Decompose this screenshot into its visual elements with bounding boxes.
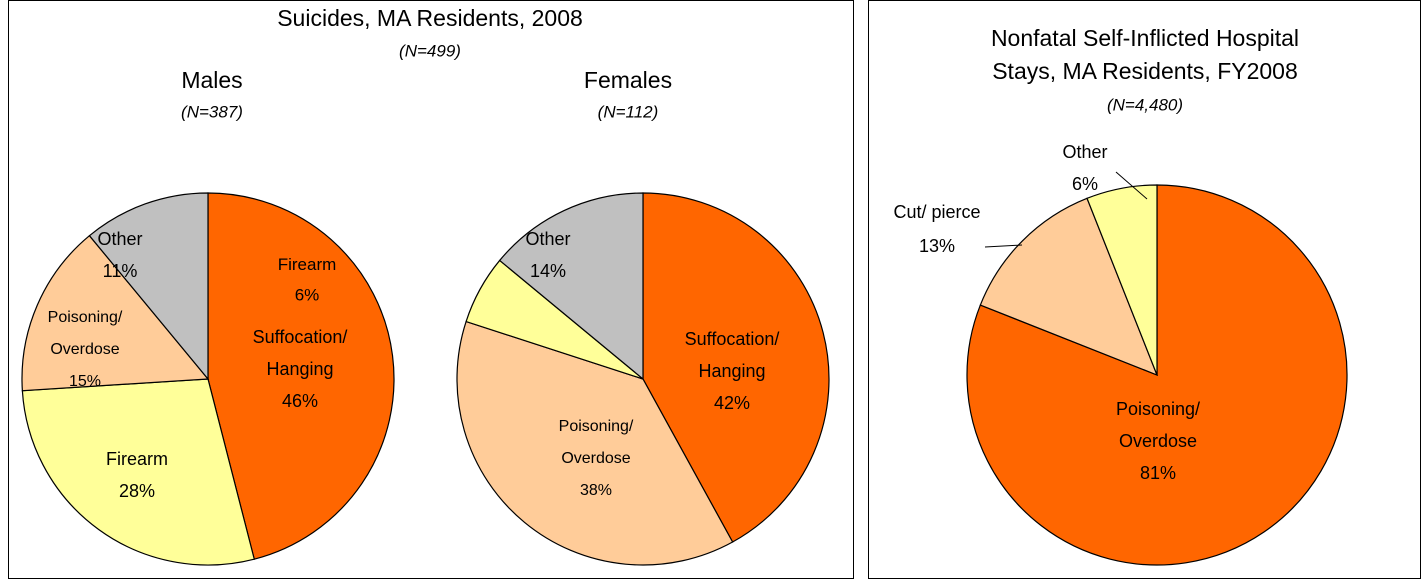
chart-title: Nonfatal Self-Inflicted Hospital Stays, M…: [991, 25, 1299, 84]
slice-label-line: Poisoning/: [559, 418, 634, 435]
chart-subtitle: (N=112): [598, 102, 659, 121]
slice-label-line: Hanging: [266, 359, 333, 379]
chart-title: Males: [181, 67, 242, 93]
slice-label: Poisoning/Overdose: [559, 418, 634, 467]
slice-value-label: 42%: [714, 393, 750, 413]
chart-title: Females: [584, 67, 672, 93]
chart-title-line: Females: [584, 67, 672, 93]
slice-label: Suffocation/Hanging: [685, 329, 780, 381]
slice-label-line: Overdose: [1119, 431, 1197, 451]
slice-label: Firearm: [106, 449, 168, 469]
slice-label: Other: [97, 229, 142, 249]
slice-label: Other: [1062, 142, 1107, 162]
slice-label-line: Poisoning/: [1116, 399, 1200, 419]
slice-label: Cut/ pierce: [893, 202, 980, 222]
slice-label-line: Firearm: [278, 255, 337, 274]
slice-label-line: Overdose: [50, 341, 119, 358]
pie-slice: [1086, 184, 1158, 376]
pie-slice: [88, 192, 209, 381]
slice-label-line: Firearm: [106, 449, 168, 469]
slice-label: Poisoning/Overdose: [48, 309, 123, 358]
leader-line: [984, 244, 1023, 248]
chart-title-line: Nonfatal Self-Inflicted Hospital: [991, 25, 1299, 51]
slice-value-label: 46%: [282, 391, 318, 411]
slice-value-label: 13%: [919, 236, 955, 256]
chart-subtitle: (N=4,480): [1107, 95, 1183, 114]
slice-label-line: Other: [97, 229, 142, 249]
slice-value-label: 81%: [1140, 463, 1176, 483]
panel-subtitle: (N=499): [399, 41, 461, 60]
slice-label-line: Other: [525, 229, 570, 249]
slice-label-line: Suffocation/: [253, 327, 348, 347]
panel-title: Suicides, MA Residents, 2008: [277, 5, 583, 31]
slice-value-label: 38%: [580, 482, 612, 499]
slice-label-line: Suffocation/: [685, 329, 780, 349]
slice-value-label: 15%: [69, 373, 101, 390]
slice-label-line: Poisoning/: [48, 309, 123, 326]
pie-slice: [979, 197, 1159, 377]
slice-label: Firearm: [278, 255, 337, 274]
chart-subtitle: (N=387): [181, 102, 243, 121]
pie-slice: [21, 234, 210, 392]
slice-value-label: 11%: [103, 261, 138, 281]
pie-slice: [456, 320, 734, 566]
leader-line: [1115, 171, 1148, 200]
pie-slice: [21, 378, 255, 566]
slice-label-line: Hanging: [698, 361, 765, 381]
slice-label: Suffocation/Hanging: [253, 327, 348, 379]
pie-slice: [642, 192, 830, 543]
slice-label-line: Cut/ pierce: [893, 202, 980, 222]
slice-value-label: 6%: [1072, 174, 1098, 194]
pie-slice: [498, 192, 644, 381]
slice-value-label: 6%: [295, 285, 320, 304]
slice-label: Other: [525, 229, 570, 249]
chart-title-line: Males: [181, 67, 242, 93]
pie-slice: [207, 192, 395, 560]
chart-title-line: Stays, MA Residents, FY2008: [992, 58, 1298, 84]
slice-value-label: 28%: [119, 481, 155, 501]
slice-value-label: 14%: [530, 261, 566, 281]
slice-label: Poisoning/Overdose: [1116, 399, 1200, 451]
slice-label-line: Other: [1062, 142, 1107, 162]
slice-label-line: Overdose: [561, 450, 630, 467]
